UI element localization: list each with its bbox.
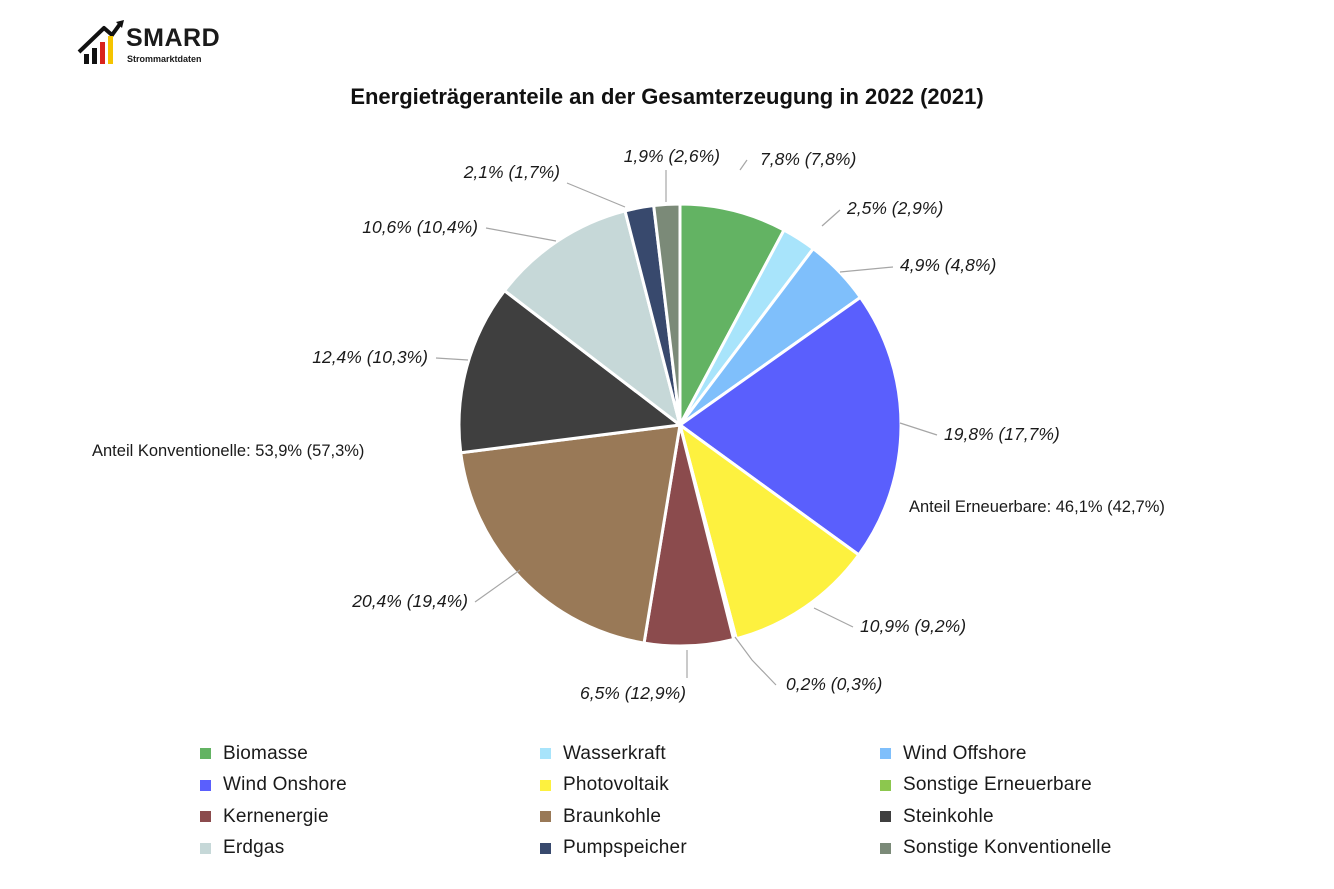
legend-item: Sonstige Erneuerbare: [880, 774, 1220, 796]
legend-label: Biomasse: [223, 742, 309, 764]
smard-logo: SMARD Strommarktdaten: [76, 18, 236, 70]
legend-swatch: [200, 748, 211, 760]
leader-line: [474, 569, 521, 603]
data-label: 2,1% (1,7%): [463, 162, 560, 182]
pie-chart: 7,8% (7,8%) 2,5% (2,9%) 4,9% (4,8%) 19,8% (…: [92, 146, 1165, 703]
legend-swatch: [540, 811, 551, 823]
data-label: 4,9% (4,8%): [900, 255, 996, 275]
legend-item: Erdgas: [200, 837, 540, 859]
pie-slice-steinkohle: [457, 289, 682, 455]
legend-item: Pumpspeicher: [540, 837, 880, 859]
legend-label: Wasserkraft: [563, 742, 666, 764]
legend: Biomasse Wasserkraft Wind Offshore Wind Ons…: [200, 738, 1220, 864]
leader-line: [485, 227, 557, 242]
legend-label: Erdgas: [223, 837, 285, 859]
legend-swatch: [880, 842, 891, 854]
pie-slice-wind-onshore: [678, 295, 903, 557]
legend-swatch: [880, 779, 891, 791]
legend-label: Photovoltaik: [563, 774, 669, 796]
group-label-conventional: Anteil Konventionelle: 53,9% (57,3%): [92, 442, 364, 460]
legend-label: Wind Onshore: [223, 774, 347, 796]
group-label-renewable: Anteil Erneuerbare: 46,1% (42,7%): [909, 498, 1165, 516]
leader-line: [734, 636, 777, 686]
legend-label: Pumpspeicher: [563, 837, 687, 859]
legend-row: Wind Onshore Photovoltaik Sonstige Erneuer…: [200, 770, 1220, 802]
leader-line: [821, 209, 841, 227]
legend-item: Wind Onshore: [200, 774, 540, 796]
legend-item: Sonstige Konventionelle: [880, 837, 1220, 859]
legend-swatch: [200, 811, 211, 823]
legend-swatch: [880, 748, 891, 760]
legend-label: Sonstige Konventionelle: [903, 837, 1112, 859]
legend-label: Sonstige Erneuerbare: [903, 774, 1092, 796]
legend-item: Kernenergie: [200, 806, 540, 828]
data-label: 12,4% (10,3%): [312, 347, 428, 367]
data-label: 20,4% (19,4%): [351, 591, 468, 611]
pie-slice-erdgas: [503, 209, 682, 427]
slice-labels: 7,8% (7,8%) 2,5% (2,9%) 4,9% (4,8%) 19,8% (…: [312, 146, 1060, 703]
data-label: 10,9% (9,2%): [860, 616, 966, 636]
logo-wordmark: SMARD: [126, 24, 221, 52]
leader-line: [839, 266, 894, 273]
legend-swatch: [540, 779, 551, 791]
leader-line: [566, 182, 626, 208]
legend-row: Biomasse Wasserkraft Wind Offshore: [200, 738, 1220, 770]
legend-swatch: [200, 842, 211, 854]
leader-line: [813, 607, 854, 628]
pie-slice-biomasse: [678, 202, 786, 427]
data-label: 2,5% (2,9%): [846, 198, 943, 218]
pie-slice-sonstige-konventionelle: [652, 202, 682, 427]
leader-lines: [435, 159, 938, 686]
data-label: 19,8% (17,7%): [944, 424, 1060, 444]
legend-row: Erdgas Pumpspeicher Sonstige Konventionell…: [200, 833, 1220, 865]
legend-label: Wind Offshore: [903, 742, 1027, 764]
legend-label: Steinkohle: [903, 805, 994, 827]
pie-slices: [457, 202, 903, 648]
legend-swatch: [540, 748, 551, 760]
pie-slice-braunkohle: [459, 423, 682, 645]
legend-item: Steinkohle: [880, 806, 1220, 828]
legend-item: Photovoltaik: [540, 774, 880, 796]
pie-slice-photovoltaik: [678, 423, 861, 641]
legend-swatch: [200, 779, 211, 791]
data-label: 6,5% (12,9%): [580, 683, 686, 703]
legend-swatch: [880, 811, 891, 823]
legend-row: Kernenergie Braunkohle Steinkohle: [200, 801, 1220, 833]
leader-line: [899, 422, 938, 436]
leader-line: [739, 159, 748, 171]
data-label: 7,8% (7,8%): [760, 149, 856, 169]
leader-line: [435, 357, 469, 361]
legend-item: Biomasse: [200, 743, 540, 765]
legend-item: Wasserkraft: [540, 743, 880, 765]
data-label: 0,2% (0,3%): [786, 674, 882, 694]
logo-subtitle: Strommarktdaten: [127, 54, 202, 64]
smard-logo-icon: [77, 20, 124, 64]
legend-item: Wind Offshore: [880, 743, 1220, 765]
data-label: 10,6% (10,4%): [362, 217, 478, 237]
legend-label: Kernenergie: [223, 805, 329, 827]
chart-title: Energieträgeranteile an der Gesamterzeug…: [350, 84, 984, 109]
legend-item: Braunkohle: [540, 806, 880, 828]
legend-label: Braunkohle: [563, 805, 662, 827]
data-label: 1,9% (2,6%): [624, 146, 720, 166]
legend-swatch: [540, 842, 551, 854]
